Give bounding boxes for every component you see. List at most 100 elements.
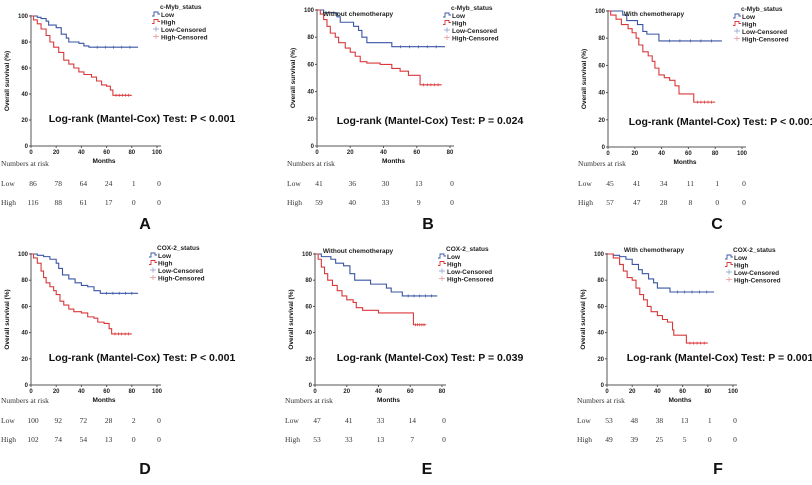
logrank-annotation: Log-rank (Mantel-Cox) Test: P < 0.001 [629,116,812,128]
risk-value: 0 [733,435,737,444]
legend-entry: Low-Censored [742,29,787,36]
y-tick-label: 20 [597,357,604,363]
y-tick-label: 40 [598,91,605,97]
risk-row-group: Low [1,416,15,425]
risk-value: 49 [605,435,613,444]
risk-value: 33 [382,198,390,207]
x-tick-label: 60 [407,389,414,395]
risk-row-group: High [577,435,592,444]
panel-letter: E [422,461,433,478]
risk-value: 74 [54,435,62,444]
risk-row-group: Low [578,179,592,188]
x-tick-label: 0 [313,389,317,395]
risk-row-group: High [287,198,302,207]
risk-row-group: Low [287,179,301,188]
legend-entry: Low-Censored [161,27,206,34]
risk-value: 59 [315,198,323,207]
y-tick-label: 40 [307,90,314,96]
legend-entry: Low-Censored [158,268,203,275]
legend-entry: High [158,261,172,268]
risk-value: 13 [681,416,689,425]
legend-title: c-Myb_status [160,4,202,11]
x-axis-label: Months [382,158,405,165]
x-tick-label: 100 [728,389,739,395]
risk-row-group: Low [285,416,299,425]
y-tick-label: 60 [21,304,28,310]
y-tick-label: 100 [304,8,315,14]
y-tick-label: 100 [302,252,313,258]
legend-entry: Low [734,255,748,262]
risk-table-label: Numbers at risk [287,159,335,168]
risk-table-label: Numbers at risk [1,159,49,168]
risk-value: 25 [656,435,664,444]
risk-value: 86 [29,179,37,188]
legend-entry: High [447,262,461,269]
risk-value: 28 [660,198,668,207]
x-tick-label: 0 [606,151,610,157]
risk-value: 40 [349,198,357,207]
legend-entry: High-Censored [734,278,781,285]
x-axis-label: Months [92,397,115,404]
y-tick-label: 60 [21,66,28,72]
y-tick-label: 100 [18,14,29,20]
x-tick-label: 80 [128,389,135,395]
risk-value: 88 [54,198,62,207]
risk-value: 11 [687,179,694,188]
risk-value: 0 [132,198,136,207]
x-tick-label: 60 [103,389,110,395]
risk-value: 36 [349,179,357,188]
y-tick-label: 60 [598,63,605,69]
risk-value: 92 [54,416,62,425]
risk-value: 13 [415,179,423,188]
risk-value: 47 [633,198,641,207]
legend-entry: High [742,22,756,29]
risk-value: 7 [410,435,414,444]
legend-entry: High-Censored [158,276,205,283]
x-tick-label: 0 [605,389,609,395]
y-axis-label: Overall survival (%) [4,51,11,111]
risk-value: 53 [605,416,613,425]
risk-value: 48 [630,416,638,425]
risk-value: 78 [54,179,62,188]
x-tick-label: 0 [29,150,33,156]
x-tick-label: 100 [737,151,748,157]
x-tick-label: 60 [685,151,692,157]
legend-title: c-Myb_status [451,5,493,12]
y-tick-label: 60 [597,304,604,310]
legend-entry: Low [742,14,756,21]
risk-row-group: High [285,435,300,444]
legend-line-icon [438,253,446,259]
risk-value: 0 [132,435,136,444]
risk-value: 14 [409,416,417,425]
x-tick-label: 80 [447,150,454,156]
x-tick-label: 40 [78,150,85,156]
panel-e: 0 20 40 60 80 100 0 20 40 60 80 Months Overall survi… [285,246,523,478]
risk-value: 39 [630,435,638,444]
y-tick-label: 0 [25,383,29,389]
risk-value: 13 [105,435,113,444]
y-tick-label: 80 [307,35,314,41]
legend-entry: High [452,21,466,28]
panel-letter: D [139,461,151,478]
legend-line-icon [443,12,451,18]
legend-title: COX-2_status [446,246,489,253]
legend-line-icon [438,261,446,266]
y-tick-label: 80 [305,278,312,284]
risk-value: 116 [28,198,39,207]
x-tick-label: 20 [629,389,636,395]
panel-letter: C [711,216,723,233]
y-tick-label: 40 [305,331,312,337]
logrank-annotation: Log-rank (Mantel-Cox) Test: P < 0.001 [49,113,236,125]
risk-value: 0 [450,198,454,207]
km-curve-high [607,253,708,344]
legend-entry: Low [161,12,175,19]
risk-value: 28 [105,416,113,425]
legend-line-icon [149,252,157,258]
y-tick-label: 100 [595,9,606,15]
risk-value: 13 [377,435,385,444]
x-tick-label: 20 [347,150,354,156]
y-tick-label: 0 [601,383,605,389]
